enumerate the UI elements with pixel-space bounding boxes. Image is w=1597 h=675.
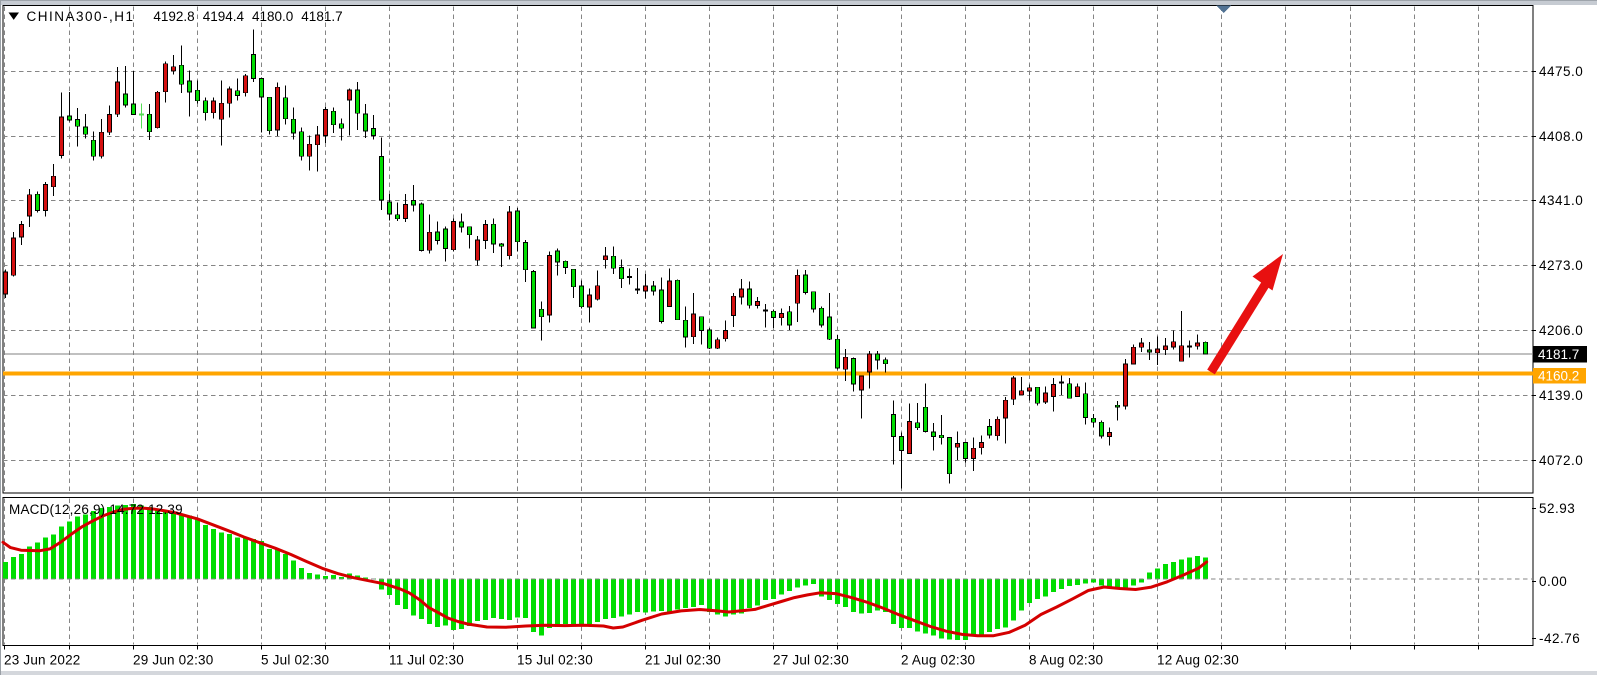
svg-text:15 Jul 02:30: 15 Jul 02:30 <box>517 653 593 668</box>
svg-text:2 Aug 02:30: 2 Aug 02:30 <box>901 653 975 668</box>
svg-text:4341.0: 4341.0 <box>1539 193 1583 208</box>
svg-text:-42.76: -42.76 <box>1539 631 1580 646</box>
svg-text:27 Jul 02:30: 27 Jul 02:30 <box>773 653 849 668</box>
svg-text:MACD(12,26,9) 14.72 12.39: MACD(12,26,9) 14.72 12.39 <box>9 502 183 517</box>
svg-text:21 Jul 02:30: 21 Jul 02:30 <box>645 653 721 668</box>
svg-text:4181.7: 4181.7 <box>301 9 342 24</box>
svg-text:29 Jun 02:30: 29 Jun 02:30 <box>133 653 213 668</box>
svg-text:4408.0: 4408.0 <box>1539 129 1583 144</box>
svg-text:0.00: 0.00 <box>1539 574 1567 589</box>
svg-text:11 Jul 02:30: 11 Jul 02:30 <box>389 653 464 668</box>
svg-text:4180.0: 4180.0 <box>252 9 293 24</box>
svg-text:4192.8: 4192.8 <box>153 9 194 24</box>
svg-text:23 Jun 2022: 23 Jun 2022 <box>4 653 81 668</box>
svg-text:5 Jul 02:30: 5 Jul 02:30 <box>261 653 329 668</box>
svg-text:8 Aug 02:30: 8 Aug 02:30 <box>1029 653 1103 668</box>
svg-text:4206.0: 4206.0 <box>1539 323 1583 338</box>
svg-text:4072.0: 4072.0 <box>1539 453 1583 468</box>
svg-text:4273.0: 4273.0 <box>1539 258 1583 273</box>
svg-text:4181.7: 4181.7 <box>1538 347 1579 362</box>
svg-text:4160.2: 4160.2 <box>1538 369 1579 384</box>
svg-text:52.93: 52.93 <box>1539 501 1575 516</box>
svg-text:12 Aug 02:30: 12 Aug 02:30 <box>1157 653 1239 668</box>
svg-text:4475.0: 4475.0 <box>1539 64 1583 79</box>
svg-text:4194.4: 4194.4 <box>203 9 245 24</box>
svg-text:4139.0: 4139.0 <box>1539 388 1583 403</box>
svg-text:CHINA300-,H1: CHINA300-,H1 <box>27 9 135 24</box>
